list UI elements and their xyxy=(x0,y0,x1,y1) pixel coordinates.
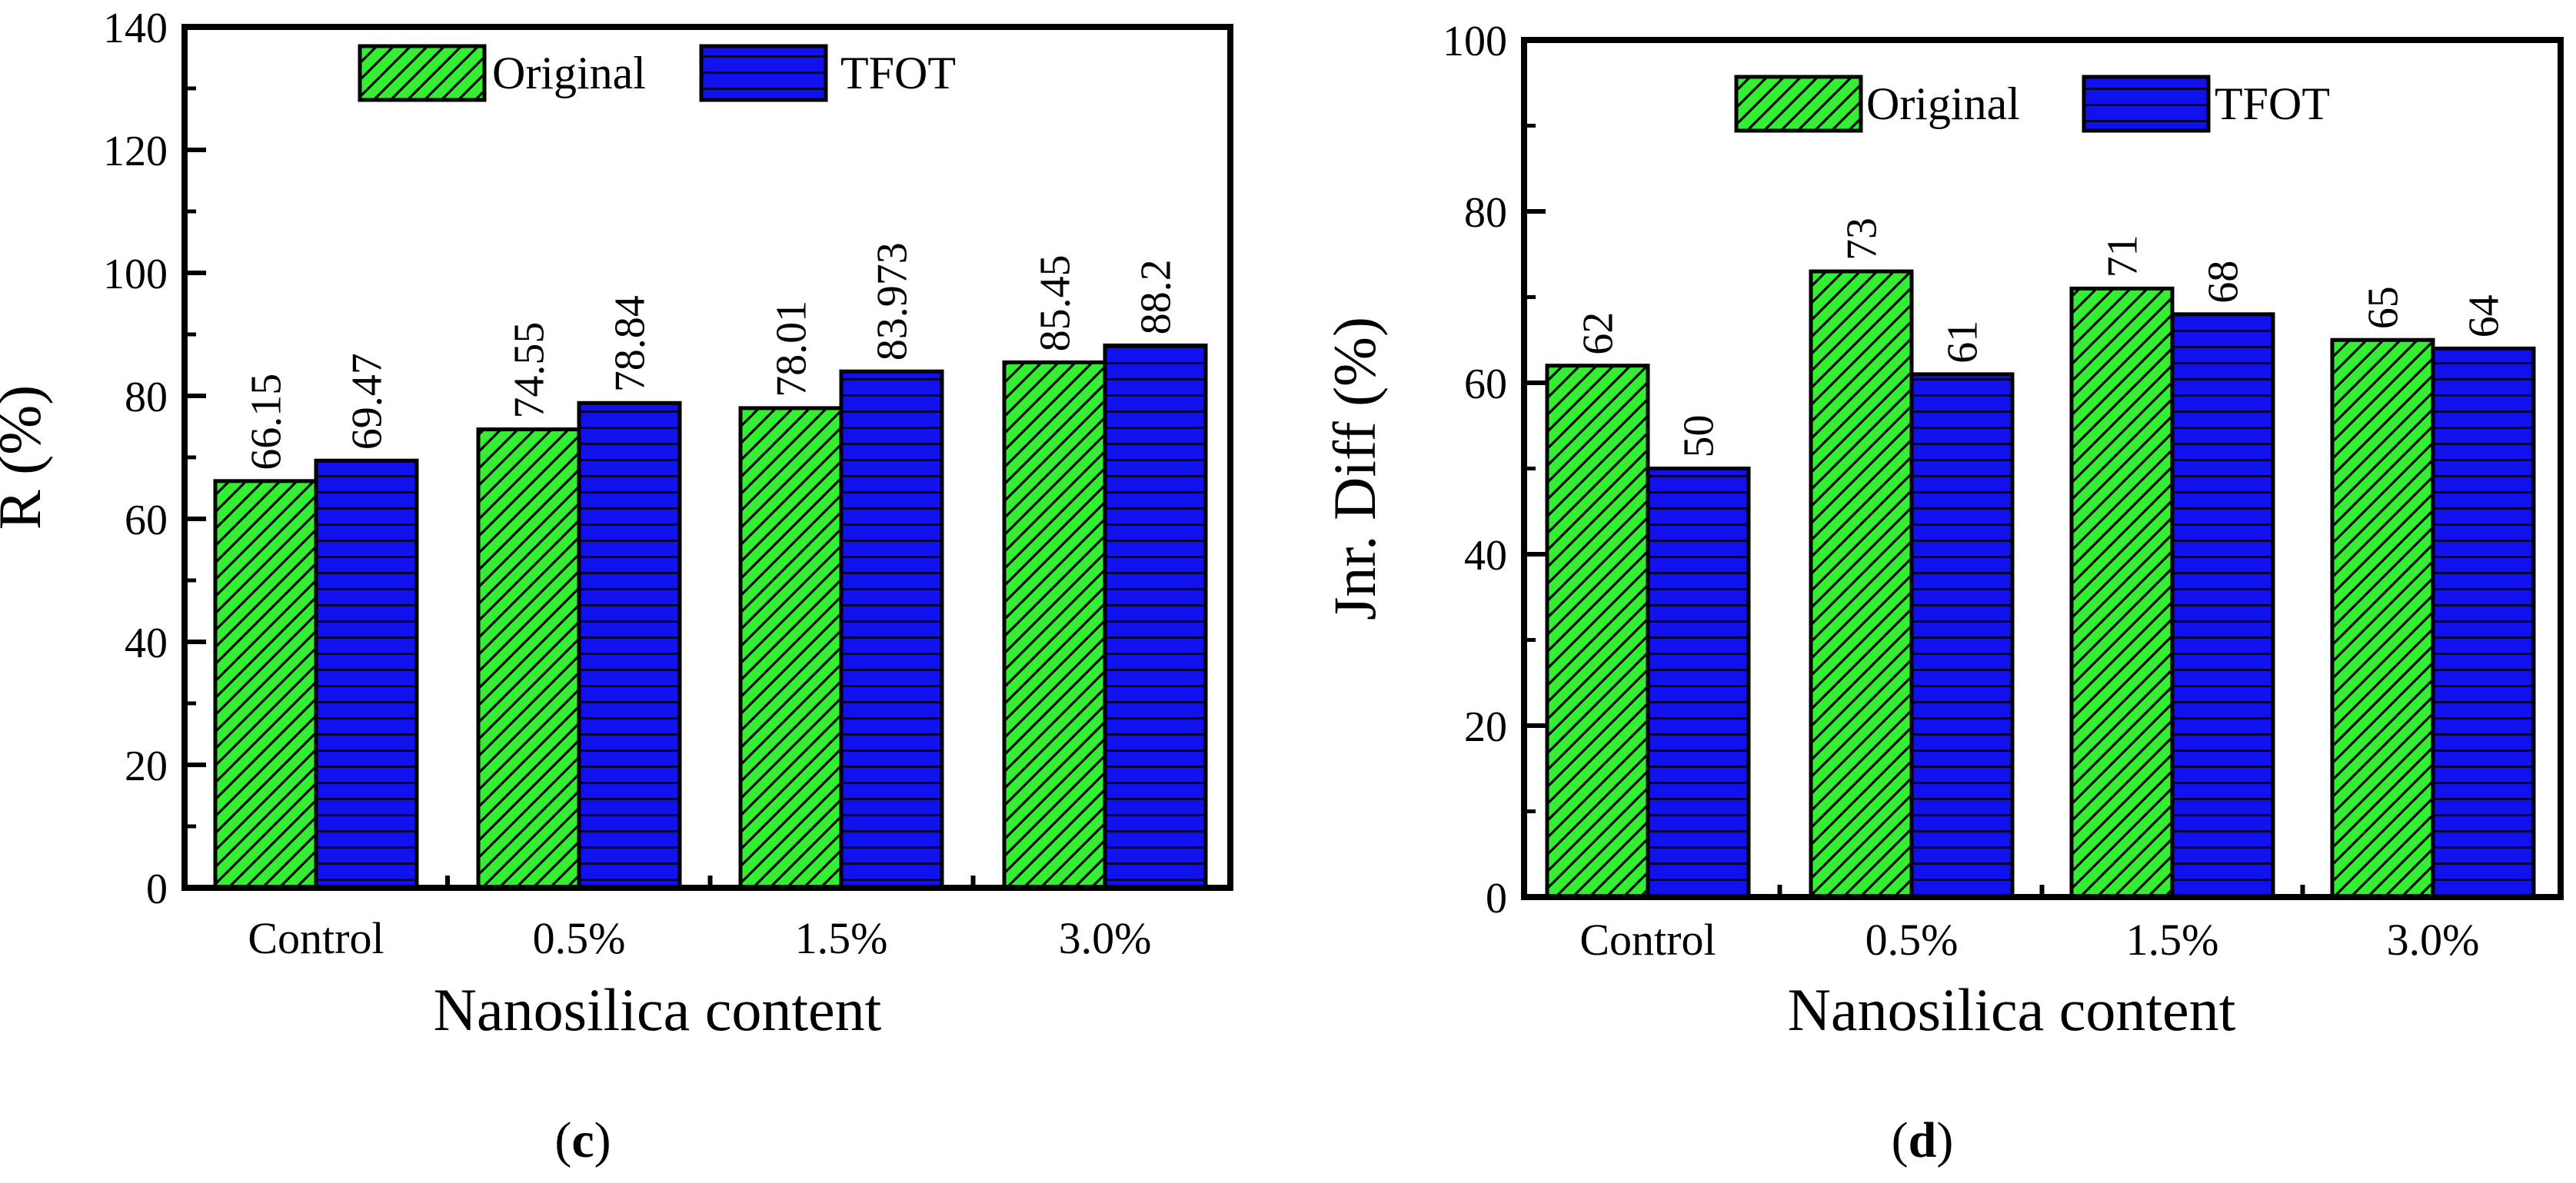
bar-original-0 xyxy=(1545,364,1650,899)
x-category-label: Control xyxy=(1579,915,1716,965)
bar-tfot-3 xyxy=(2431,346,2536,899)
y-axis-title: Jnr. Diff (%) xyxy=(1321,317,1388,620)
panel-caption: (d) xyxy=(1892,1112,1954,1168)
x-category-label: 1.5% xyxy=(2126,915,2219,965)
panel-letter: c xyxy=(571,1112,594,1168)
y-tick-label: 100 xyxy=(1443,18,1507,65)
x-axis-title: Nanosilica content xyxy=(434,976,882,1043)
x-category-label: 0.5% xyxy=(533,913,626,963)
data-label-original-2: 78.01 xyxy=(768,301,816,397)
data-label-tfot-3: 88.2 xyxy=(1133,259,1180,334)
data-label-original-0: 62 xyxy=(1575,312,1622,355)
data-label-original-1: 73 xyxy=(1839,218,1886,261)
bar-original-1 xyxy=(476,427,581,890)
data-label-tfot-2: 68 xyxy=(2200,261,2248,304)
data-label-tfot-0: 69.47 xyxy=(344,353,391,450)
bar-tfot-2 xyxy=(2170,312,2275,899)
x-category-label: 1.5% xyxy=(795,913,888,963)
legend-swatch-tfot xyxy=(699,44,828,102)
bar-tfot-3 xyxy=(1103,343,1208,890)
y-tick-label: 60 xyxy=(1464,361,1507,408)
y-tick-label: 100 xyxy=(103,251,168,298)
y-tick-label: 80 xyxy=(125,374,168,421)
bar-tfot-2 xyxy=(839,369,944,890)
data-label-original-3: 65 xyxy=(2360,286,2408,329)
x-category-label: 3.0% xyxy=(2387,915,2480,965)
y-tick-label: 140 xyxy=(103,5,168,52)
data-label-tfot-2: 83.973 xyxy=(869,242,917,361)
x-category-label: 3.0% xyxy=(1059,913,1152,963)
bar-tfot-1 xyxy=(1909,372,2015,899)
y-axis-title: R (%) xyxy=(0,385,53,530)
data-label-tfot-0: 50 xyxy=(1676,415,1723,458)
legend-swatch-tfot xyxy=(2082,75,2211,133)
y-tick-label: 60 xyxy=(125,497,168,544)
y-tick-label: 40 xyxy=(125,620,168,667)
data-label-tfot-1: 78.84 xyxy=(607,295,654,392)
data-label-original-3: 85.45 xyxy=(1032,254,1080,351)
y-tick-label: 120 xyxy=(103,128,168,175)
legend-label-original: Original xyxy=(1866,78,2020,129)
y-tick-label: 20 xyxy=(1464,703,1507,751)
y-tick-label: 20 xyxy=(125,743,168,790)
bar-tfot-0 xyxy=(314,458,419,890)
bar-original-3 xyxy=(1002,360,1107,890)
legend-label-tfot: TFOT xyxy=(840,48,956,98)
bar-original-1 xyxy=(1809,269,1914,899)
bar-original-3 xyxy=(2330,337,2435,899)
legend-label-original: Original xyxy=(492,48,646,98)
x-category-label: Control xyxy=(248,913,384,963)
y-tick-label: 0 xyxy=(1486,875,1507,922)
y-tick-label: 40 xyxy=(1464,532,1507,580)
y-tick-label: 0 xyxy=(146,866,168,913)
y-tick-label: 80 xyxy=(1464,189,1507,237)
x-axis-title: Nanosilica content xyxy=(1788,976,2236,1043)
legend-swatch-original xyxy=(358,44,487,102)
data-label-original-0: 66.15 xyxy=(243,374,291,470)
data-label-original-2: 71 xyxy=(2099,234,2147,277)
legend-label-tfot: TFOT xyxy=(2215,78,2330,129)
panel-letter: d xyxy=(1909,1112,1937,1168)
chart-panel-c: 66.15 74.55 78.01 85.45 69.47 78.84 83.973 88.2… xyxy=(0,5,1233,1168)
bar-original-2 xyxy=(738,406,844,890)
legend-swatch-original xyxy=(1734,75,1863,133)
data-label-tfot-3: 64 xyxy=(2461,294,2508,337)
x-category-label: 0.5% xyxy=(1865,915,1959,965)
bar-tfot-1 xyxy=(577,400,682,890)
bar-original-2 xyxy=(2069,286,2175,899)
bar-tfot-0 xyxy=(1646,467,1751,899)
chart-panel-d: 62 73 71 65 50 61 68 64 0 20 40 60 80 100 Control 0.5% 1… xyxy=(1321,18,2564,1168)
panel-caption: (c) xyxy=(554,1112,611,1168)
bar-original-0 xyxy=(213,479,318,890)
data-label-original-1: 74.55 xyxy=(506,322,554,419)
data-label-tfot-1: 61 xyxy=(1939,321,1987,364)
